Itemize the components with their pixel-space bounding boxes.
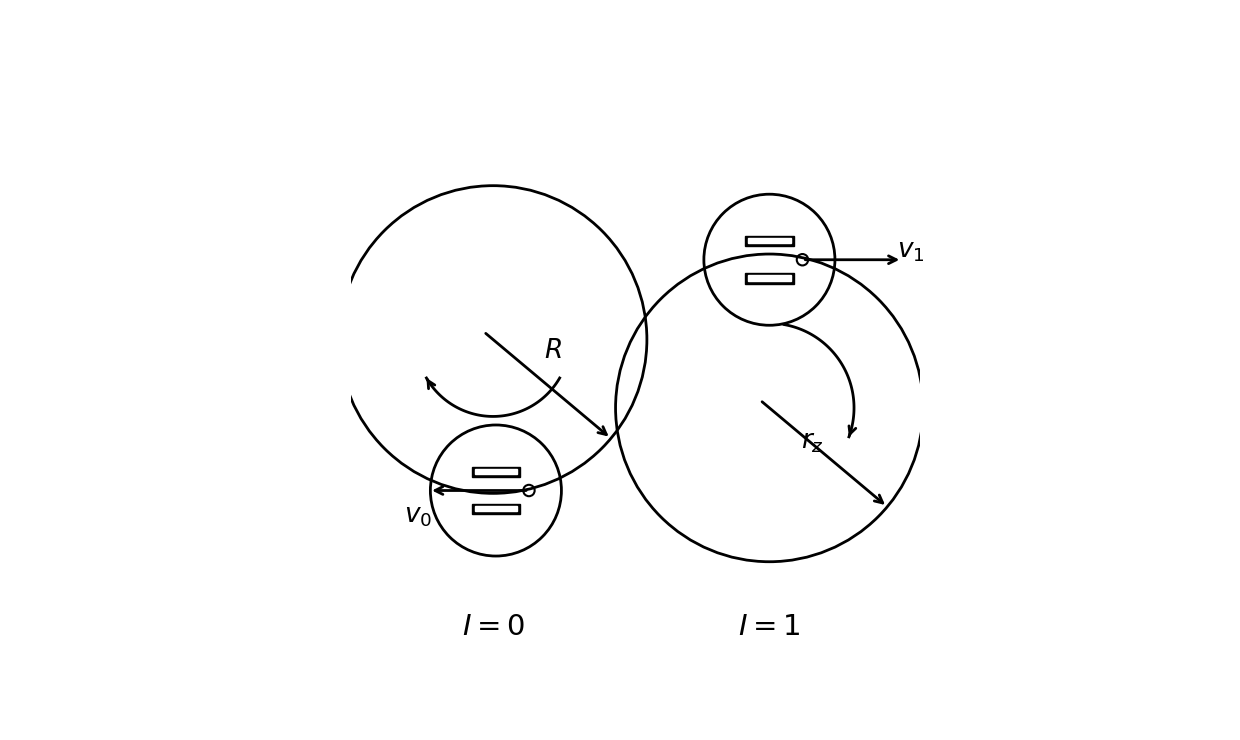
Text: $v_0$: $v_0$ — [404, 503, 432, 529]
Text: $r_z$: $r_z$ — [801, 429, 823, 455]
Text: $v_1$: $v_1$ — [897, 238, 925, 264]
Text: $I=0$: $I=0$ — [461, 613, 525, 642]
Bar — [745, 236, 794, 246]
Text: $I=1$: $I=1$ — [738, 613, 801, 642]
Bar — [475, 468, 517, 474]
Bar — [471, 504, 520, 514]
Text: $R$: $R$ — [544, 338, 562, 364]
Bar — [748, 275, 791, 280]
Bar — [475, 506, 517, 511]
Bar — [471, 467, 520, 477]
Bar — [745, 273, 794, 283]
Bar — [748, 238, 791, 243]
